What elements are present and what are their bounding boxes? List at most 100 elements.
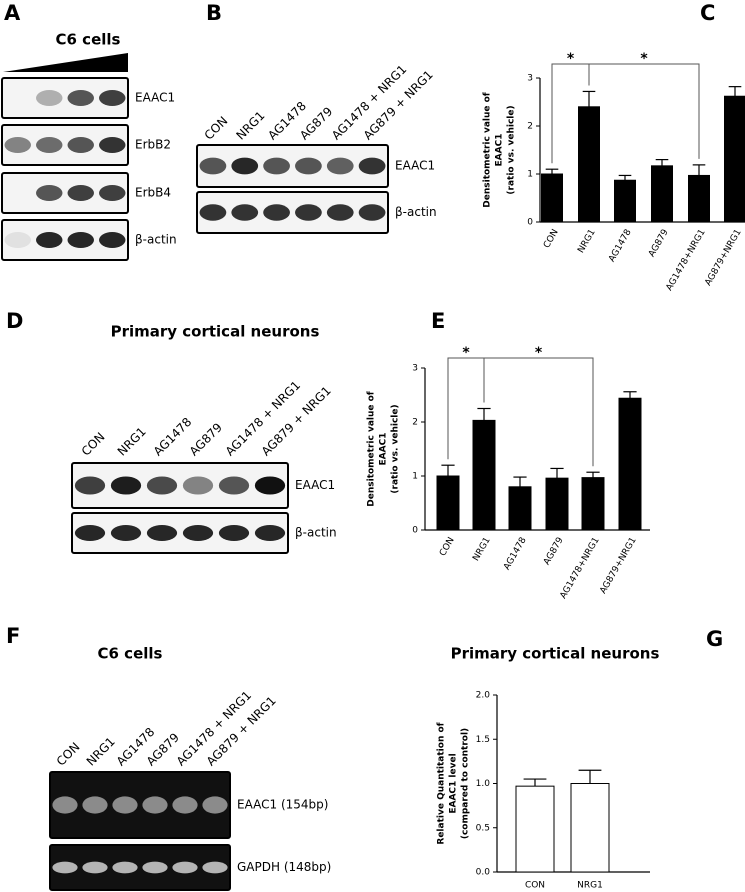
lane-label: NRG1	[233, 108, 267, 142]
y-tick-label: 0.0	[476, 868, 491, 878]
chart-title: Primary cortical neurons	[451, 645, 660, 663]
band	[82, 861, 108, 874]
y-tick-label: 0	[412, 526, 418, 536]
bar	[688, 174, 710, 223]
band	[74, 476, 106, 495]
blot	[49, 771, 231, 839]
band	[182, 525, 214, 541]
band	[326, 157, 354, 175]
band	[67, 232, 94, 248]
x-tick-label: NRG1	[576, 228, 598, 255]
y-axis-label: Densitometric value of	[367, 391, 377, 507]
bar	[618, 397, 642, 531]
blot-label: ErbB4	[135, 186, 171, 200]
band	[172, 861, 198, 874]
band	[199, 157, 227, 175]
band	[231, 204, 259, 221]
blot-label: EAAC1	[395, 159, 435, 173]
panel-letter: A	[4, 1, 21, 25]
band	[52, 861, 78, 874]
x-tick-label: AG879	[542, 536, 566, 567]
bar	[472, 419, 496, 531]
band	[172, 796, 198, 814]
blot-label: EAAC1	[135, 91, 175, 105]
blot	[71, 512, 289, 554]
blot	[1, 219, 129, 261]
blot	[196, 191, 389, 234]
band	[218, 476, 250, 495]
lane-label: NRG1	[84, 734, 118, 768]
blot	[1, 172, 129, 214]
band	[358, 157, 386, 175]
significance-bracket	[588, 63, 700, 159]
blot-label: ErbB2	[135, 138, 171, 152]
band	[36, 232, 63, 248]
bar	[581, 477, 605, 531]
blot	[71, 462, 289, 509]
band	[263, 157, 290, 175]
blot-label: GAPDH (148bp)	[237, 860, 331, 874]
significance-bracket	[483, 357, 594, 467]
band	[326, 204, 354, 221]
band	[99, 137, 126, 153]
bar	[541, 173, 563, 223]
bar	[578, 106, 600, 223]
x-tick-label: CON	[542, 228, 561, 250]
significance-label: *	[567, 51, 575, 67]
significance-label: *	[462, 345, 470, 361]
blot-label: β-actin	[135, 233, 177, 247]
y-tick-label: 2	[412, 418, 418, 428]
band	[67, 185, 94, 201]
bar	[651, 165, 673, 223]
band	[99, 185, 126, 201]
significance-label: *	[640, 51, 648, 67]
significance-label: *	[535, 345, 543, 361]
bar	[724, 95, 745, 223]
band	[263, 204, 290, 221]
band	[99, 90, 126, 106]
y-axis-label: (compared to control)	[461, 728, 471, 839]
y-axis-label: EAAC1	[495, 134, 505, 167]
y-tick-label: 1.0	[476, 779, 491, 789]
band	[67, 137, 94, 153]
x-tick-label: AG1478	[607, 228, 634, 264]
band	[52, 796, 78, 814]
blot-label: EAAC1	[295, 478, 335, 492]
y-tick-label: 0.5	[476, 823, 490, 833]
panel-title: Primary cortical neurons	[111, 323, 320, 341]
band	[112, 861, 138, 874]
y-tick-label: 3	[527, 74, 533, 84]
band	[110, 476, 142, 495]
bar	[614, 179, 636, 223]
band	[295, 157, 322, 175]
band	[254, 525, 286, 541]
bar	[515, 785, 555, 873]
x-tick-label: NRG1	[577, 881, 603, 891]
lane-label: CON	[54, 740, 83, 769]
band	[82, 796, 108, 814]
band	[295, 204, 322, 221]
band	[4, 137, 31, 153]
band	[358, 204, 386, 221]
band	[112, 796, 138, 814]
x-tick-label: AG1478+NRG1	[665, 228, 708, 293]
band	[254, 476, 286, 495]
x-tick-label: CON	[525, 881, 545, 891]
y-tick-label: 2.0	[476, 691, 491, 701]
lane-label: AG1478	[151, 415, 195, 459]
y-tick-label: 0	[527, 218, 533, 228]
band	[142, 861, 168, 874]
y-axis-label: Densitometric value of	[483, 92, 493, 208]
y-tick-label: 1	[412, 472, 418, 482]
lane-label: CON	[79, 430, 108, 459]
y-axis-label: EAAC1	[379, 433, 389, 466]
blot	[1, 124, 129, 166]
y-axis-label: (ratio vs. vehicle)	[391, 404, 401, 493]
blot-label: β-actin	[295, 526, 337, 540]
panel-letter: B	[206, 1, 222, 25]
x-tick-label: AG879+NRG1	[703, 228, 743, 288]
x-tick-label: AG879	[647, 228, 671, 259]
band	[4, 232, 31, 248]
x-tick-label: CON	[438, 536, 457, 558]
x-tick-label: AG879+NRG1	[598, 536, 638, 596]
